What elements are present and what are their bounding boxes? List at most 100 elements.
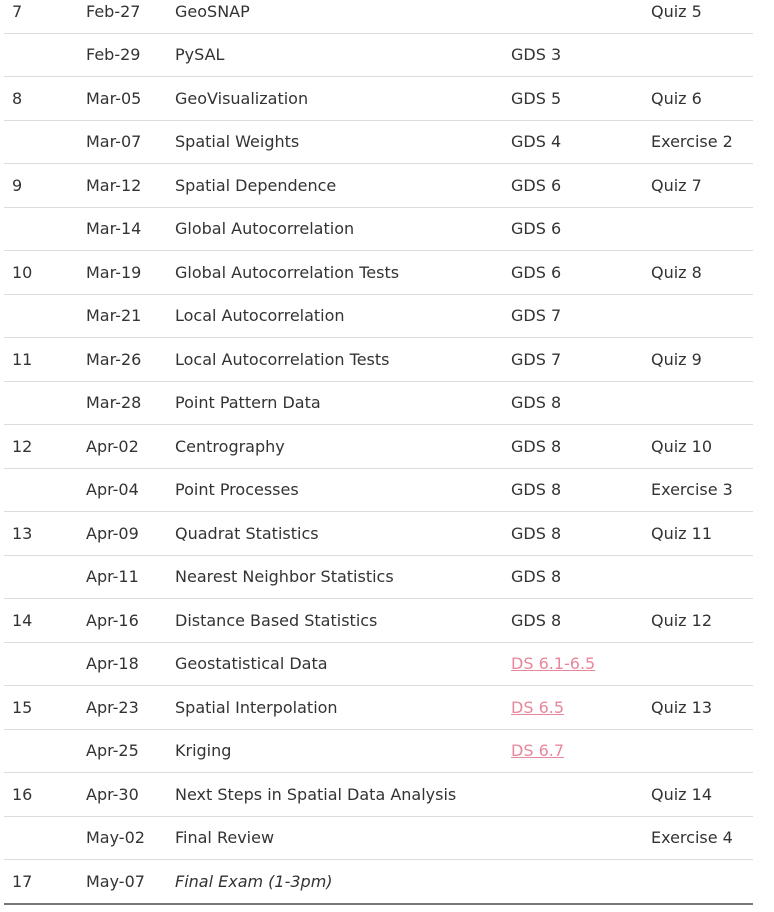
- due-cell: Quiz 9: [643, 337, 753, 382]
- reading-cell: GDS 4: [503, 120, 643, 164]
- reading-cell: GDS 8: [503, 381, 643, 425]
- date-cell: Apr-23: [78, 685, 167, 730]
- schedule-row: 16 Apr-30 Next Steps in Spatial Data Analy…: [4, 772, 753, 817]
- week-cell: 13: [4, 511, 78, 556]
- due-cell: [643, 642, 753, 686]
- topic-cell: Kriging: [167, 729, 503, 773]
- schedule-row: 11 Mar-26 Local Autocorrelation Tests GDS 7…: [4, 337, 753, 382]
- date-cell: Apr-02: [78, 424, 167, 469]
- week-cell: [4, 729, 78, 773]
- schedule-row: Apr-04 Point Processes GDS 8 Exercise 3: [4, 468, 753, 512]
- final-exam-label: Final Exam (1-3pm): [175, 871, 333, 891]
- due-cell: Quiz 8: [643, 250, 753, 295]
- due-cell: Quiz 10: [643, 424, 753, 469]
- topic-cell: Final Exam (1-3pm): [167, 859, 503, 905]
- date-cell: Apr-09: [78, 511, 167, 556]
- schedule-row: 14 Apr-16 Distance Based Statistics GDS 8 Qu…: [4, 598, 753, 643]
- due-cell: [643, 207, 753, 251]
- reading-cell: GDS 8: [503, 598, 643, 643]
- due-cell: [643, 555, 753, 599]
- due-cell: [643, 381, 753, 425]
- topic-cell: Global Autocorrelation: [167, 207, 503, 251]
- schedule-row: 10 Mar-19 Global Autocorrelation Tests GDS …: [4, 250, 753, 295]
- date-cell: May-02: [78, 816, 167, 860]
- schedule-row: 8 Mar-05 GeoVisualization GDS 5 Quiz 6: [4, 76, 753, 121]
- date-cell: Mar-14: [78, 207, 167, 251]
- reading-cell: GDS 6: [503, 250, 643, 295]
- date-cell: Apr-30: [78, 772, 167, 817]
- due-cell: Quiz 7: [643, 163, 753, 208]
- due-cell: [643, 859, 753, 905]
- topic-cell: Distance Based Statistics: [167, 598, 503, 643]
- topic-cell: Local Autocorrelation: [167, 294, 503, 338]
- week-cell: [4, 642, 78, 686]
- date-cell: Mar-07: [78, 120, 167, 164]
- due-cell: Quiz 14: [643, 772, 753, 817]
- date-cell: Feb-29: [78, 33, 167, 77]
- due-cell: Exercise 3: [643, 468, 753, 512]
- reading-cell: GDS 7: [503, 337, 643, 382]
- schedule-row: Apr-18 Geostatistical Data DS 6.1-6.5: [4, 642, 753, 686]
- topic-cell: Geostatistical Data: [167, 642, 503, 686]
- reading-cell: DS 6.1-6.5: [503, 642, 643, 686]
- week-cell: [4, 33, 78, 77]
- topic-cell: Quadrat Statistics: [167, 511, 503, 556]
- reading-cell: GDS 6: [503, 207, 643, 251]
- reading-cell: [503, 816, 643, 860]
- topic-cell: Spatial Interpolation: [167, 685, 503, 730]
- schedule-body: 7 Feb-27 GeoSNAP Quiz 5 Feb-29 PySAL GDS 3 8 Mar…: [4, 0, 753, 905]
- week-cell: 7: [4, 0, 78, 34]
- reading-cell: GDS 8: [503, 511, 643, 556]
- topic-cell: Final Review: [167, 816, 503, 860]
- week-cell: [4, 207, 78, 251]
- reading-cell: DS 6.7: [503, 729, 643, 773]
- reading-cell: GDS 6: [503, 163, 643, 208]
- date-cell: Mar-19: [78, 250, 167, 295]
- reading-cell: GDS 8: [503, 468, 643, 512]
- reading-cell: GDS 5: [503, 76, 643, 121]
- topic-cell: Global Autocorrelation Tests: [167, 250, 503, 295]
- schedule-row: 12 Apr-02 Centrography GDS 8 Quiz 10: [4, 424, 753, 469]
- week-cell: 17: [4, 859, 78, 905]
- week-cell: [4, 294, 78, 338]
- schedule-row: Mar-07 Spatial Weights GDS 4 Exercise 2: [4, 120, 753, 164]
- due-cell: [643, 33, 753, 77]
- date-cell: Apr-11: [78, 555, 167, 599]
- date-cell: Mar-21: [78, 294, 167, 338]
- topic-cell: Centrography: [167, 424, 503, 469]
- date-cell: Apr-25: [78, 729, 167, 773]
- date-cell: May-07: [78, 859, 167, 905]
- date-cell: Apr-04: [78, 468, 167, 512]
- topic-cell: Local Autocorrelation Tests: [167, 337, 503, 382]
- topic-cell: PySAL: [167, 33, 503, 77]
- topic-cell: GeoVisualization: [167, 76, 503, 121]
- due-cell: Quiz 13: [643, 685, 753, 730]
- reading-cell: GDS 8: [503, 424, 643, 469]
- reading-cell: GDS 7: [503, 294, 643, 338]
- reading-link[interactable]: DS 6.5: [511, 697, 565, 717]
- date-cell: Mar-28: [78, 381, 167, 425]
- due-cell: Exercise 2: [643, 120, 753, 164]
- reading-link[interactable]: DS 6.1-6.5: [511, 654, 596, 674]
- topic-cell: Point Pattern Data: [167, 381, 503, 425]
- reading-cell: [503, 772, 643, 817]
- schedule-row: Apr-25 Kriging DS 6.7: [4, 729, 753, 773]
- due-cell: Quiz 11: [643, 511, 753, 556]
- date-cell: Mar-05: [78, 76, 167, 121]
- topic-cell: Point Processes: [167, 468, 503, 512]
- schedule-row: Apr-11 Nearest Neighbor Statistics GDS 8: [4, 555, 753, 599]
- date-cell: Apr-18: [78, 642, 167, 686]
- week-cell: [4, 555, 78, 599]
- schedule-row: 9 Mar-12 Spatial Dependence GDS 6 Quiz 7: [4, 163, 753, 208]
- week-cell: 12: [4, 424, 78, 469]
- reading-cell: [503, 0, 643, 34]
- due-cell: Quiz 5: [643, 0, 753, 34]
- week-cell: 9: [4, 163, 78, 208]
- reading-link[interactable]: DS 6.7: [511, 741, 565, 761]
- course-schedule-table: 7 Feb-27 GeoSNAP Quiz 5 Feb-29 PySAL GDS 3 8 Mar…: [4, 0, 753, 905]
- schedule-row: 17 May-07 Final Exam (1-3pm): [4, 859, 753, 905]
- week-cell: 10: [4, 250, 78, 295]
- schedule-row: May-02 Final Review Exercise 4: [4, 816, 753, 860]
- date-cell: Mar-12: [78, 163, 167, 208]
- topic-cell: Spatial Dependence: [167, 163, 503, 208]
